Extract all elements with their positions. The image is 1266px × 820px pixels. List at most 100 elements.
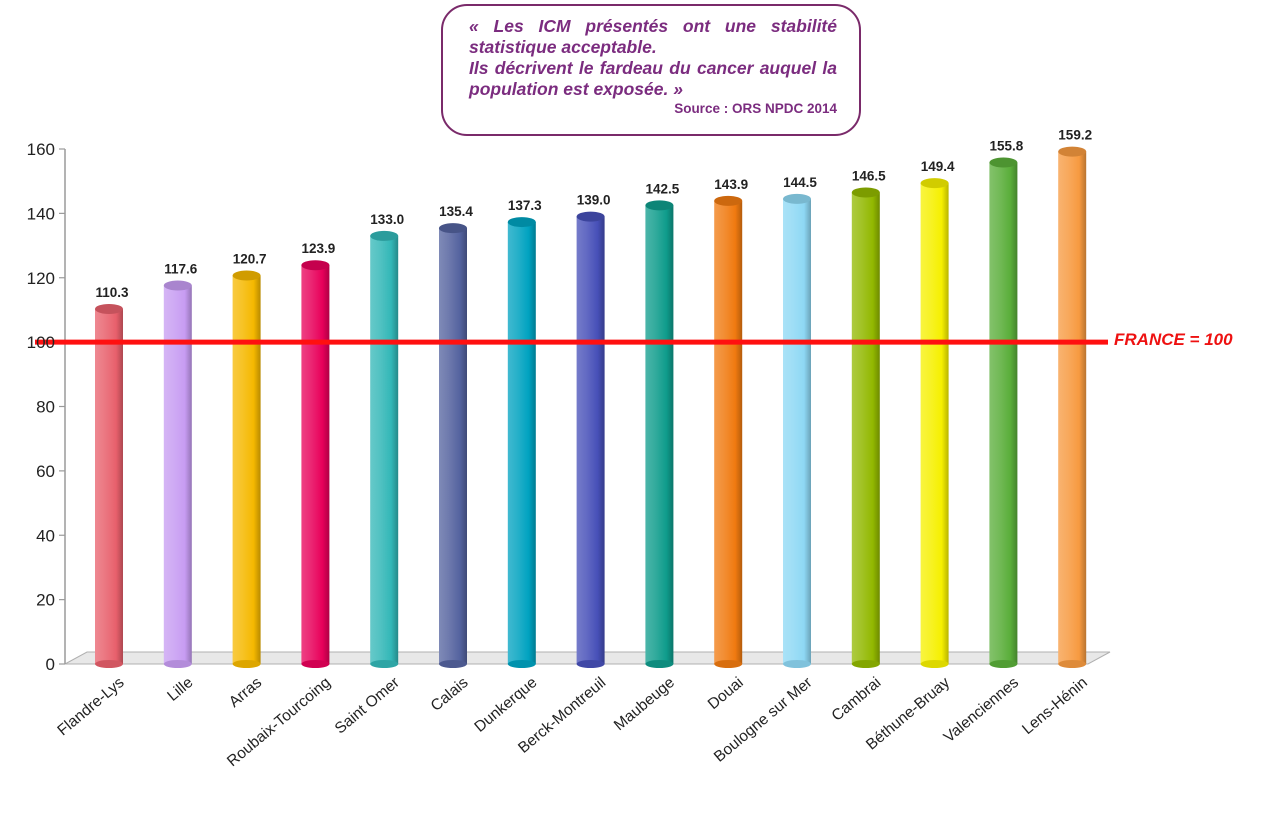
bar-base	[232, 660, 261, 668]
bar-top	[301, 260, 330, 271]
bar-base	[920, 660, 949, 668]
x-category-label: Cambrai	[829, 674, 885, 725]
bar-value-label: 110.3	[95, 285, 129, 300]
x-category-label: Maubeuge	[611, 674, 678, 734]
bar-1	[95, 303, 123, 668]
y-tick-label: 80	[36, 398, 55, 417]
bar-top	[507, 217, 536, 228]
x-category-label: Calais	[428, 674, 472, 715]
bar-value-label: 142.5	[646, 181, 680, 196]
y-tick-label: 0	[46, 655, 55, 674]
bar-4	[301, 260, 330, 668]
bar-body	[507, 222, 536, 665]
quote-source: Source : ORS NPDC 2014	[674, 101, 837, 116]
bar-top	[645, 200, 674, 211]
x-category-label: Lens-Hénin	[1019, 674, 1091, 738]
quote-line-2: Ils décrivent le fardeau du cancer auque…	[469, 58, 837, 99]
bar-value-label: 117.6	[164, 261, 198, 276]
bar-body	[370, 235, 399, 664]
bar-top	[163, 280, 192, 291]
bar-top	[95, 303, 123, 314]
bar-body	[576, 216, 605, 664]
bar-top	[439, 223, 467, 234]
x-category-label: Saint Omer	[332, 674, 403, 737]
bar-base	[645, 660, 674, 668]
bar-14	[989, 157, 1018, 668]
bar-12	[851, 187, 880, 668]
bar-base	[370, 660, 399, 668]
bar-5	[370, 230, 399, 668]
bar-body	[989, 162, 1018, 665]
y-tick-label: 120	[27, 269, 55, 288]
bar-body	[301, 265, 330, 664]
y-tick-label: 140	[27, 204, 55, 223]
bar-value-label: 120.7	[233, 251, 267, 266]
bar-base	[576, 660, 605, 668]
y-tick-label: 160	[27, 140, 55, 159]
bar-body	[95, 308, 123, 664]
x-category-label: Dunkerque	[471, 674, 540, 736]
bar-value-label: 139.0	[577, 193, 611, 208]
bar-6	[439, 223, 467, 668]
bar-body	[714, 200, 743, 664]
y-tick-label: 100	[27, 333, 55, 352]
quote-callout: « Les ICM présentés ont une stabilité st…	[441, 4, 861, 136]
quote-text: « Les ICM présentés ont une stabilité st…	[469, 16, 837, 100]
bar-value-label: 149.4	[921, 159, 955, 174]
quote-line-1: « Les ICM présentés ont une stabilité st…	[469, 16, 837, 57]
bar-base	[714, 660, 743, 668]
bar-body	[783, 198, 811, 664]
bar-base	[989, 660, 1018, 668]
bar-7	[507, 217, 536, 668]
bar-base	[439, 660, 467, 668]
bar-base	[851, 660, 880, 668]
bar-body	[1058, 151, 1087, 664]
bar-value-label: 143.9	[714, 177, 748, 192]
y-tick-label: 60	[36, 462, 55, 481]
bar-13	[920, 178, 949, 668]
france-reference-label: FRANCE = 100	[1114, 330, 1233, 349]
bar-10	[714, 195, 743, 668]
bar-body	[232, 275, 261, 664]
bar-value-label: 137.3	[508, 198, 542, 213]
bar-top	[232, 270, 261, 281]
bar-top	[989, 157, 1018, 168]
bar-2	[163, 280, 192, 668]
x-category-label: Lille	[164, 674, 196, 705]
bar-3	[232, 270, 261, 668]
bar-8	[576, 211, 605, 668]
bar-value-label: 133.0	[370, 212, 404, 227]
bar-base	[163, 660, 192, 668]
x-category-label: Valenciennes	[941, 674, 1023, 746]
bar-top	[714, 195, 743, 206]
bar-body	[920, 183, 949, 664]
bar-value-label: 123.9	[302, 241, 336, 256]
y-tick-label: 20	[36, 591, 55, 610]
bar-body	[645, 205, 674, 664]
bar-body	[163, 285, 192, 664]
bar-value-label: 135.4	[439, 204, 473, 219]
y-tick-label: 40	[36, 526, 55, 545]
bar-base	[301, 660, 330, 668]
bar-base	[95, 660, 123, 668]
bar-top	[576, 211, 605, 222]
bar-value-label: 155.8	[990, 139, 1024, 154]
bar-top	[370, 230, 399, 241]
bar-base	[1058, 660, 1087, 668]
x-category-label: Douai	[705, 674, 747, 713]
x-category-label: Arras	[226, 674, 265, 711]
bar-top	[1058, 146, 1087, 157]
bar-body	[439, 228, 467, 664]
bar-value-label: 146.5	[852, 168, 886, 183]
bar-top	[851, 187, 880, 198]
bar-9	[645, 200, 674, 668]
bar-top	[920, 178, 949, 189]
chart-bars	[95, 146, 1087, 668]
bar-value-label: 159.2	[1058, 128, 1092, 143]
bar-body	[851, 192, 880, 664]
bar-15	[1058, 146, 1087, 668]
bar-top	[783, 193, 811, 204]
bar-base	[507, 660, 536, 668]
bar-value-label: 144.5	[783, 175, 817, 190]
